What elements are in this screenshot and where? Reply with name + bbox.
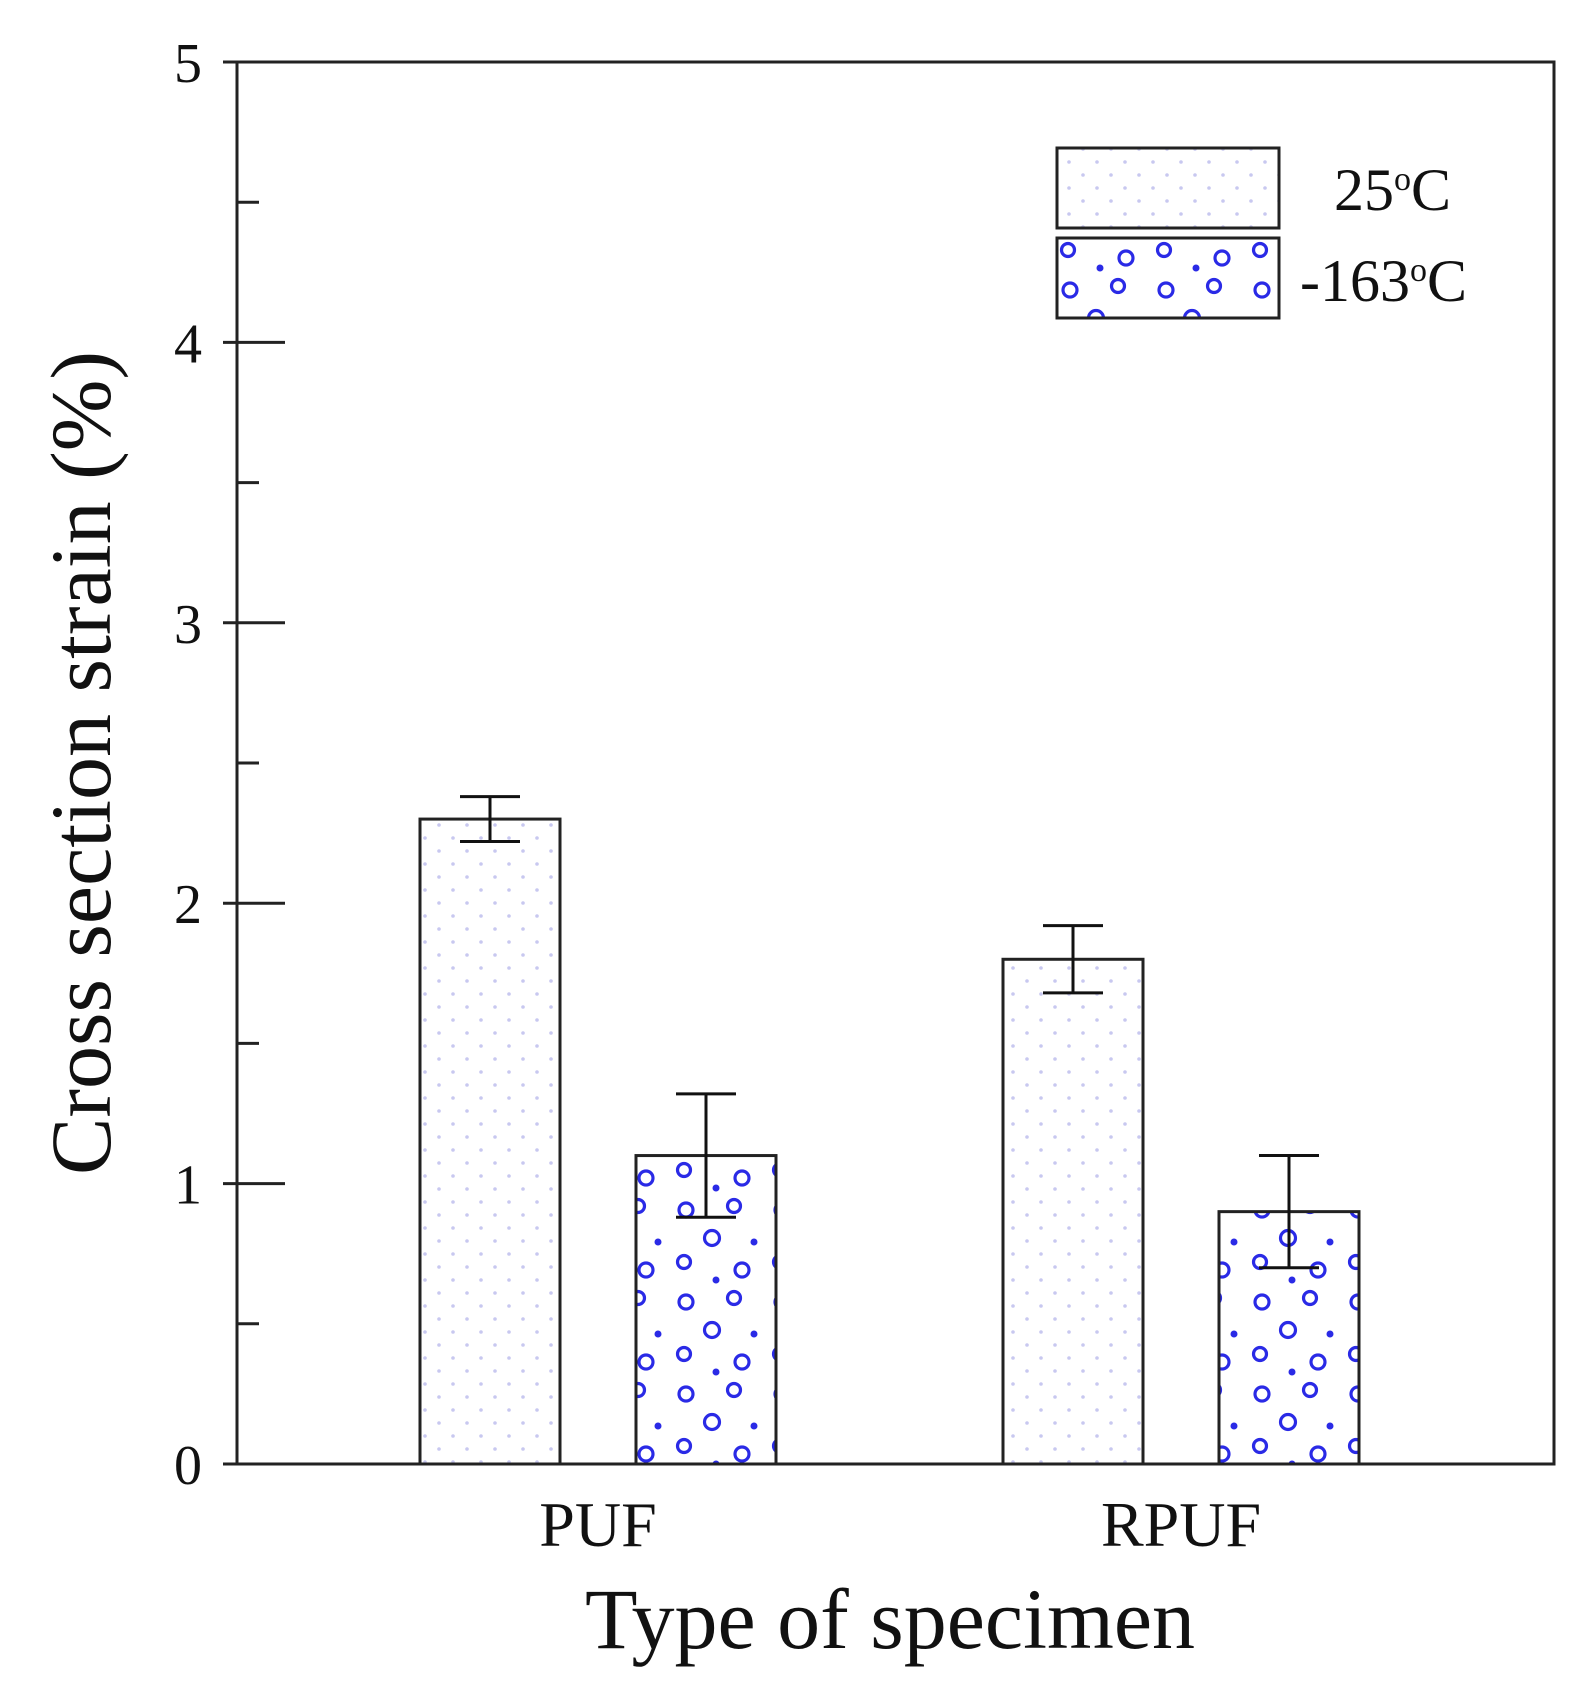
- x-category-label: RPUF: [1101, 1489, 1261, 1560]
- axis-labels-layer: 0 1 2 3 4 5 PUF RPUF: [174, 33, 1261, 1560]
- y-tick-label: 5: [174, 33, 202, 95]
- error-bar-puf-series-1: [460, 795, 520, 844]
- legend-label-series-1: 25oC: [1334, 157, 1451, 223]
- plot-area-frame: [235, 60, 1556, 1466]
- legend-label-series-2: -163oC: [1300, 248, 1467, 314]
- y-axis-title: Cross section strain (%): [33, 351, 129, 1175]
- error-bar-rpuf-series-2: [1259, 1154, 1319, 1270]
- bar-marks-layer: [418, 795, 1361, 1466]
- legend-swatch-series-2: [1055, 236, 1281, 320]
- y-tick-label: 1: [174, 1155, 202, 1217]
- y-tick-label: 3: [174, 594, 202, 656]
- y-tick-label: 2: [174, 874, 202, 936]
- bar-rpuf-series-1: [1001, 957, 1145, 1466]
- error-bar-puf-series-2: [676, 1092, 736, 1219]
- x-axis-title: Type of specimen: [585, 1571, 1195, 1667]
- y-tick-label: 4: [174, 313, 202, 375]
- legend-swatch-series-1: [1055, 146, 1281, 230]
- x-category-label: PUF: [539, 1489, 656, 1560]
- bar-puf-series-1: [418, 817, 562, 1466]
- axis-ticks-layer: [223, 60, 285, 1466]
- y-tick-label: 0: [174, 1435, 202, 1497]
- legend: 25oC -163oC: [1055, 146, 1467, 320]
- error-bar-rpuf-series-1: [1043, 924, 1103, 995]
